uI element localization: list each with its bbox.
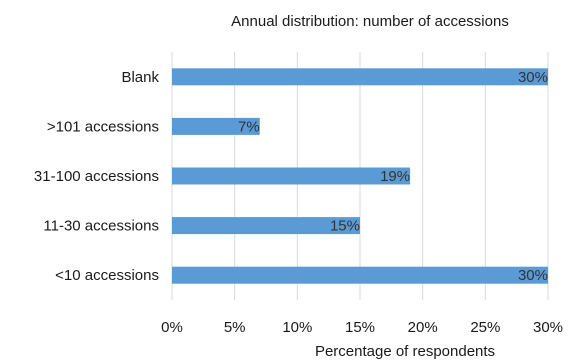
bar — [172, 117, 260, 135]
data-label: 7% — [238, 118, 260, 135]
category-label: Blank — [121, 69, 159, 86]
bar — [172, 217, 360, 235]
data-labels: 30% 7% 19% 15% 30% — [238, 69, 548, 284]
data-label: 15% — [330, 218, 360, 235]
x-tick-label: 15% — [345, 319, 375, 336]
category-label: >101 accessions — [47, 118, 159, 135]
x-tick-label: 0% — [161, 319, 183, 336]
bar — [172, 266, 548, 284]
category-label: <10 accessions — [55, 267, 159, 284]
bar — [172, 68, 548, 86]
bars — [172, 68, 548, 284]
bar — [172, 167, 411, 185]
category-label: 31-100 accessions — [34, 168, 159, 185]
x-tick-label: 25% — [470, 319, 500, 336]
chart-title: Annual distribution: number of accession… — [231, 13, 509, 30]
category-label: 11-30 accessions — [43, 218, 159, 235]
x-tick-label: 30% — [533, 319, 563, 336]
x-tick-label: 20% — [408, 319, 438, 336]
x-tick-label: 10% — [282, 319, 312, 336]
x-tick-labels: 0% 5% 10% 15% 20% 25% 30% — [161, 319, 563, 336]
x-axis-title: Percentage of respondents — [315, 343, 495, 360]
category-labels: Blank >101 accessions 31-100 accessions 11-… — [34, 69, 160, 284]
data-label: 19% — [380, 168, 410, 185]
data-label: 30% — [518, 267, 548, 284]
data-label: 30% — [518, 69, 548, 86]
x-tick-label: 5% — [224, 319, 246, 336]
